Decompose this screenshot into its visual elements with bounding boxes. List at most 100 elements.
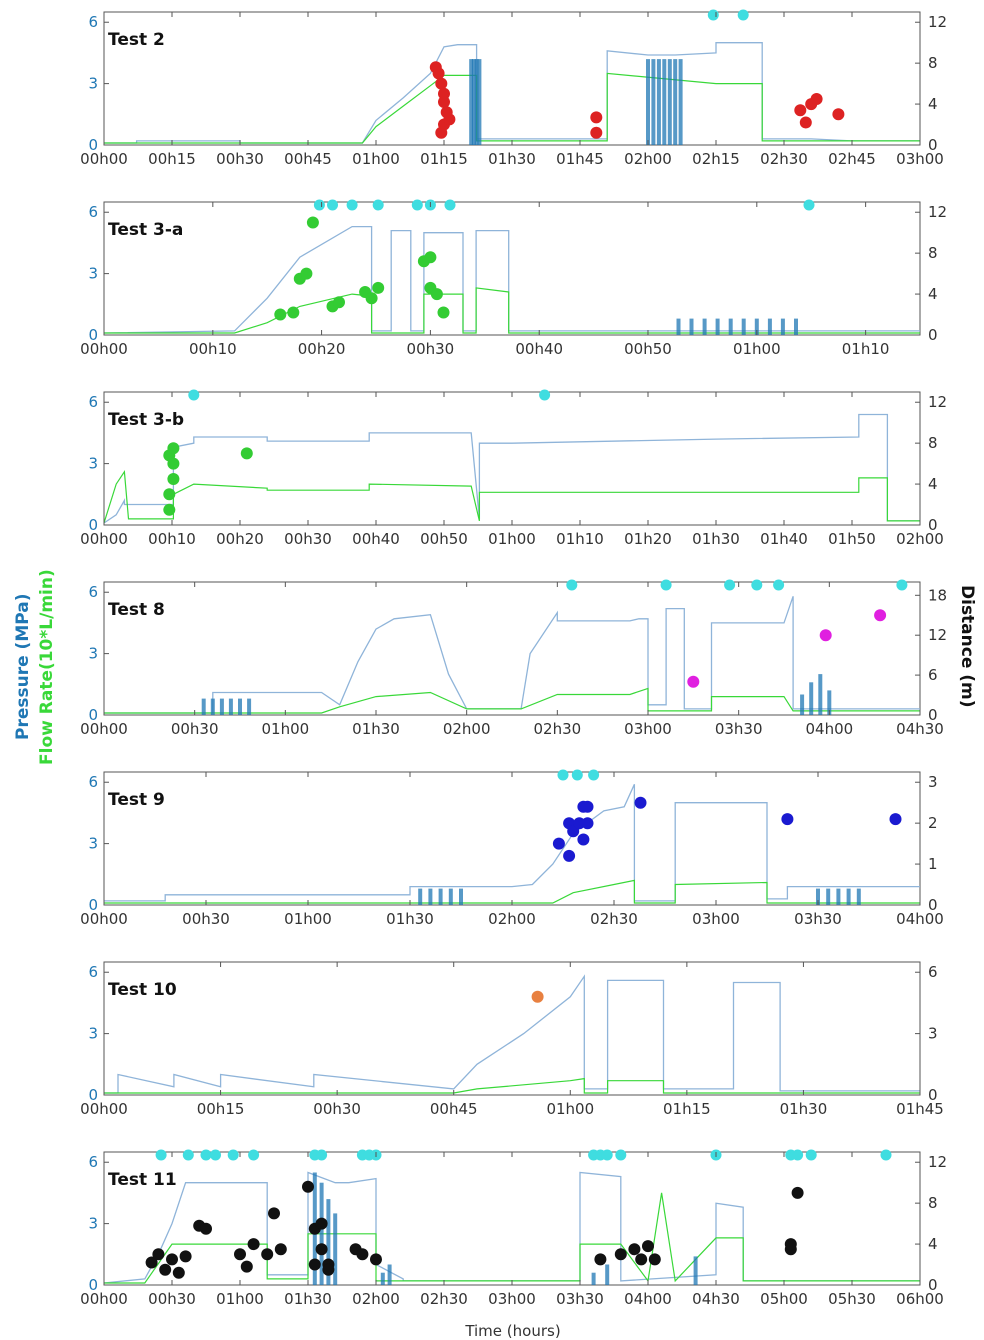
y-tick-label-right: 12 [928,393,947,411]
flow-rate-line [104,1077,920,1094]
pressure-bar [693,1256,698,1285]
y-tick-label-left: 6 [88,393,98,411]
pressure-bar [469,59,474,145]
x-tick-label: 00h45 [284,150,332,168]
pressure-bar [428,888,433,905]
distance-marker [315,1217,328,1230]
x-tick-label: 03h00 [624,720,672,738]
x-tick-label: 05h30 [828,1290,876,1308]
y-tick-label-left: 0 [88,136,98,154]
y-tick-label-right: 3 [928,1025,938,1043]
event-marker [773,579,785,591]
y-tick-label-right: 0 [928,136,938,154]
x-tick-label: 04h30 [692,1290,740,1308]
event-marker [571,769,583,781]
event-marker [707,9,719,21]
x-tick-label: 05h00 [760,1290,808,1308]
pressure-bar [591,1272,596,1285]
y-tick-label-right: 8 [928,1194,938,1212]
event-marker [248,1149,260,1161]
x-tick-label: 03h30 [556,1290,604,1308]
y-tick-label-left: 6 [88,1153,98,1171]
pressure-bar [326,1199,331,1285]
distance-marker [648,1253,661,1266]
y-tick-label-left: 0 [88,896,98,914]
pressure-bar [676,318,681,335]
distance-marker [430,288,443,301]
event-marker [601,1149,613,1161]
distance-marker [322,1263,335,1276]
event-marker [539,389,551,401]
pressure-bar [818,674,823,715]
panel-title: Test 3-a [108,220,183,240]
y-tick-label-left: 3 [88,1025,98,1043]
distance-marker [810,93,823,105]
x-tick-label: 02h45 [828,150,876,168]
distance-marker [832,108,845,121]
distance-marker [234,1248,246,1261]
y-tick-label-left: 0 [88,1086,98,1104]
pressure-bar [800,694,805,715]
panel-2: 00h00 00h10 00h20 00h30 00h40 00h50 01h00 01h10… [80,199,947,358]
plot-frame [103,391,921,526]
x-tick-label: 03h00 [488,1290,536,1308]
distance-marker [784,1238,797,1251]
x-tick-label: 00h50 [624,340,672,358]
x-tick-label: 01h00 [488,530,536,548]
pressure-bar [689,318,694,335]
event-marker [313,199,325,211]
ylabel-pressure: Pressure (MPa) [13,594,33,740]
y-tick-label-left: 3 [88,1215,98,1233]
y-tick-label-right: 1 [928,855,938,873]
event-marker [411,199,423,211]
y-tick-label-left: 3 [88,265,98,283]
xlabel-time: Time (hours) [464,1322,560,1340]
y-tick-label-left: 6 [88,203,98,221]
distance-marker [287,306,300,319]
x-tick-label: 01h30 [352,720,400,738]
distance-marker [443,113,456,126]
y-tick-label-left: 3 [88,645,98,663]
ylabel-distance: Distance (m) [957,585,977,708]
x-tick-label: 02h00 [896,530,944,548]
pressure-bar [741,318,746,335]
pressure-bar [809,682,814,715]
pressure-bar [702,318,707,335]
pressure-bar [780,318,785,335]
event-marker [316,1149,328,1161]
y-tick-label-right: 8 [928,244,938,262]
x-tick-label: 00h00 [80,150,128,168]
event-marker [444,199,456,211]
y-tick-label-right: 12 [928,13,947,31]
x-tick-label: 00h40 [352,530,400,548]
x-tick-label: 00h00 [80,910,128,928]
y-tick-label-left: 6 [88,773,98,791]
x-tick-label: 01h10 [556,530,604,548]
panel-6: 00h00 00h15 00h30 00h45 01h00 01h15 01h30 01h45… [80,961,944,1118]
x-tick-label: 00h30 [313,1100,361,1118]
distance-marker [889,813,902,826]
distance-marker [590,111,603,124]
event-marker [188,389,200,401]
x-tick-label: 01h50 [828,530,876,548]
distance-marker [315,1243,328,1256]
pressure-bar [715,318,720,335]
distance-marker [642,1240,654,1253]
pressure-line [103,225,920,334]
y-tick-label-right: 12 [928,1153,947,1171]
panel-1: 00h00 00h15 00h30 00h45 01h00 01h15 01h30 01h45… [80,9,947,168]
distance-marker [166,1253,178,1266]
distance-marker [179,1250,192,1263]
distance-marker [268,1207,280,1220]
x-tick-label: 01h00 [261,720,309,738]
distance-marker [274,308,287,321]
distance-marker [200,1222,212,1235]
distance-marker [552,837,565,850]
distance-marker [302,1180,314,1193]
plot-frame [103,201,921,336]
plot-frame [103,1151,921,1286]
y-tick-label-right: 8 [928,54,938,72]
panel-title: Test 10 [108,980,177,1000]
y-tick-label-left: 0 [88,326,98,344]
distance-marker [356,1248,369,1261]
